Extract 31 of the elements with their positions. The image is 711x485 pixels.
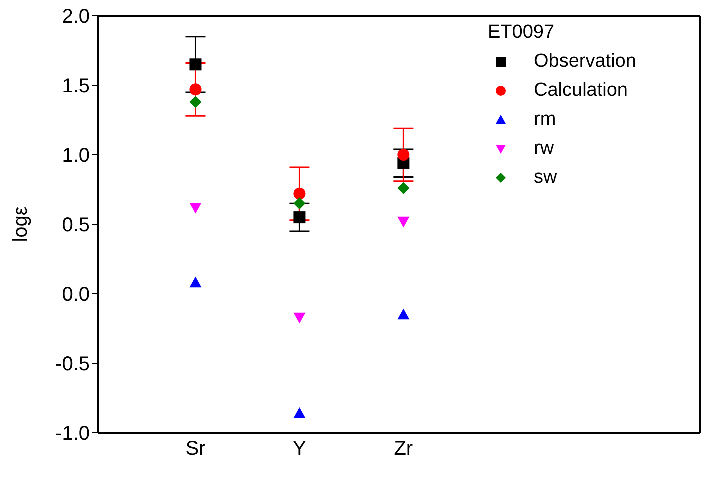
point bbox=[190, 203, 202, 214]
point bbox=[398, 308, 410, 320]
y-axis-title: logε bbox=[10, 206, 32, 242]
y-tick-label: 2.0 bbox=[62, 6, 90, 28]
x-tick-label: Sr bbox=[186, 438, 206, 460]
legend-title: ET0097 bbox=[488, 21, 556, 45]
legend-label: Observation bbox=[534, 50, 636, 74]
point bbox=[398, 149, 410, 161]
legend-label: sw bbox=[534, 166, 558, 190]
y-tick-label: -0.5 bbox=[56, 354, 90, 376]
point bbox=[398, 216, 410, 228]
legend-label: rw bbox=[534, 137, 554, 161]
legend-label: rm bbox=[534, 108, 556, 132]
point bbox=[294, 188, 306, 200]
point bbox=[190, 276, 202, 288]
point bbox=[190, 84, 202, 96]
y-tick-label: 0.5 bbox=[62, 214, 90, 237]
y-tick-label: 0.0 bbox=[62, 284, 90, 306]
y-tick-label: -1.0 bbox=[56, 423, 90, 446]
x-tick-label: Y bbox=[293, 438, 306, 460]
point bbox=[190, 96, 202, 108]
point bbox=[398, 182, 410, 194]
point bbox=[294, 212, 306, 224]
y-tick-label: 1.0 bbox=[62, 145, 90, 168]
x-tick-label: Zr bbox=[394, 438, 414, 460]
point bbox=[294, 198, 306, 210]
point bbox=[190, 58, 202, 71]
point bbox=[294, 312, 306, 324]
y-tick-label: 1.5 bbox=[62, 76, 90, 98]
legend-label: Calculation bbox=[534, 79, 628, 103]
point bbox=[294, 408, 306, 418]
